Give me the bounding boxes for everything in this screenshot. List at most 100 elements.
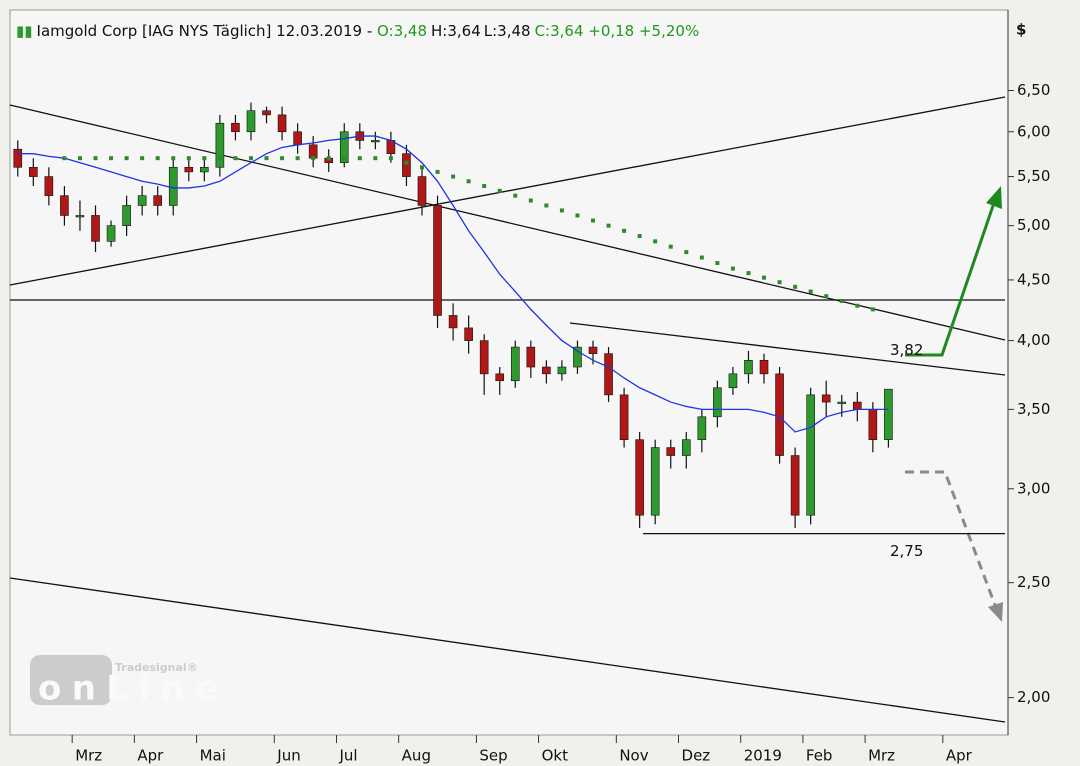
candle-body	[402, 153, 411, 177]
sar-dot	[746, 271, 751, 276]
sar-dot	[466, 179, 471, 184]
up-arrow	[905, 199, 997, 357]
candle-body	[775, 373, 784, 456]
sar-dot	[808, 289, 813, 294]
sar-dot	[699, 255, 704, 260]
sar-dot	[668, 244, 673, 249]
candle-body	[650, 447, 660, 516]
sar-dot	[248, 156, 253, 161]
sar-dot	[419, 165, 424, 170]
candle-body	[479, 340, 489, 375]
sar-dot	[606, 223, 611, 228]
quote-low: L:3,48	[484, 22, 531, 40]
candle-body	[744, 359, 753, 375]
sar-dot	[264, 156, 269, 161]
candle-body	[728, 373, 738, 389]
x-tick-label: Feb	[806, 747, 833, 765]
sar-dot	[622, 228, 627, 233]
candle-body	[308, 144, 318, 159]
logo-brand: Tradesignal®	[115, 661, 198, 674]
quote-high: H:3,64	[431, 22, 481, 40]
x-tick-label: Okt	[542, 747, 568, 765]
sar-dot	[777, 280, 782, 285]
x-tick-label: Aug	[402, 747, 431, 765]
candle-body	[542, 366, 551, 375]
y-tick-label: 3,00	[1017, 479, 1050, 497]
sar-dot	[155, 156, 160, 161]
y-tick-label: 4,50	[1017, 270, 1050, 288]
sar-dot	[342, 156, 347, 161]
candle-body	[681, 439, 691, 456]
x-tick-label: Mai	[200, 747, 226, 765]
sar-dot	[870, 307, 875, 312]
candle-body	[821, 394, 831, 403]
sar-dot	[824, 294, 829, 299]
sar-dot	[62, 156, 67, 161]
sar-dot	[357, 156, 362, 161]
x-tick-label: Jun	[276, 747, 300, 765]
chart-title: ▮▮ Iamgold Corp [IAG NYS Täglich] 12.03.2…	[16, 22, 699, 40]
candle-body	[806, 394, 815, 516]
moving-average	[17, 135, 889, 433]
candle-body	[13, 148, 23, 168]
x-tick-label: 2019	[744, 747, 782, 765]
sar-dot	[373, 156, 378, 161]
y-tick-label: 5,50	[1017, 167, 1050, 185]
x-tick-label: Apr	[137, 747, 164, 765]
sar-dot	[202, 156, 207, 161]
quote-close: C:3,64 +0,18 +5,20%	[535, 22, 700, 40]
sar-dot	[637, 234, 642, 239]
trend-line	[9, 96, 1006, 286]
sar-dot	[233, 156, 238, 161]
sar-dot	[528, 198, 533, 203]
candle-body	[526, 346, 536, 368]
sar-dot	[513, 193, 518, 198]
sar-dot	[124, 156, 129, 161]
sar-dot	[839, 298, 844, 303]
x-tick-label: Nov	[619, 747, 648, 765]
candle-body	[137, 195, 147, 206]
candle-body	[619, 394, 629, 440]
sar-dot	[404, 160, 409, 165]
x-tick-label: Apr	[946, 747, 973, 765]
sar-dot	[653, 239, 658, 244]
candle-body	[231, 122, 240, 133]
sar-dot	[559, 208, 564, 213]
candle-body	[293, 131, 302, 146]
candle-body	[106, 225, 116, 242]
arrow-head	[988, 602, 1003, 622]
sar-dot	[715, 261, 720, 266]
candle-body	[168, 166, 178, 206]
candle-body	[510, 346, 520, 382]
candle-body	[60, 195, 69, 216]
candle-body	[417, 176, 427, 206]
candle-body	[790, 455, 800, 516]
title: Iamgold Corp [IAG NYS Täglich] 12.03.201…	[37, 22, 378, 40]
annotation: 3,82	[890, 341, 923, 359]
forecast-arrows	[905, 186, 1003, 622]
currency: $	[1016, 21, 1026, 39]
candle-body	[91, 215, 100, 242]
sar-dot	[591, 218, 596, 223]
sar-dot	[217, 156, 222, 161]
x-tick-label: Sep	[479, 747, 507, 765]
candle-body	[200, 166, 209, 173]
candle-body	[371, 140, 380, 143]
candle-body	[697, 416, 707, 440]
sar-dot	[730, 266, 735, 271]
candle-body	[666, 447, 676, 456]
candle-body	[759, 359, 769, 375]
sar-dot	[326, 156, 331, 161]
candles	[13, 102, 893, 529]
arrow-head	[986, 186, 1002, 209]
candle-body	[277, 114, 287, 133]
sar-dot	[280, 156, 285, 161]
trend-line	[569, 322, 1006, 376]
candle-body	[153, 195, 162, 206]
y-tick-label: 6,50	[1017, 81, 1050, 99]
sar-dot	[140, 156, 145, 161]
y-tick-label: 5,00	[1017, 216, 1050, 234]
candle-body	[75, 215, 85, 218]
y-tick-label: 3,50	[1017, 400, 1050, 418]
trend-line	[9, 577, 1006, 723]
